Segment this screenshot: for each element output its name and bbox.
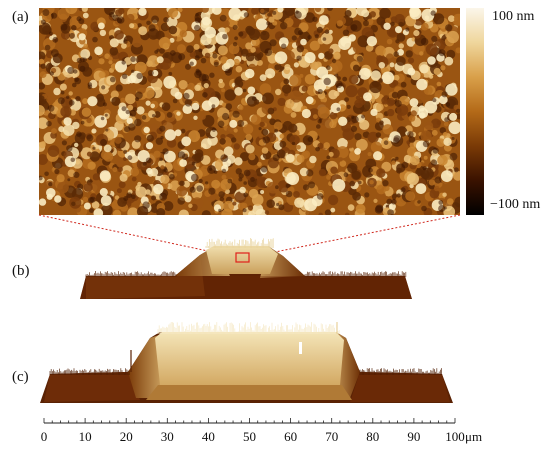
zoom-region-marker: [235, 252, 250, 263]
colorbar-min-label: −100 nm: [490, 197, 541, 212]
panel-label-a: (a): [12, 9, 29, 25]
x-tick-label: 60: [284, 429, 297, 444]
zoom-connector-lines: [38, 214, 461, 258]
x-axis-unit: μm: [465, 429, 482, 444]
profile-b: [80, 238, 412, 299]
x-tick-label: 70: [325, 429, 338, 444]
profile-c: [40, 322, 453, 403]
x-tick-label: 10: [79, 429, 92, 444]
x-axis: 0 10 20 30 40 50 60 70 80 90 100 μm: [41, 418, 482, 444]
colorbar: [466, 8, 484, 215]
colorbar-max-label: 100 nm: [492, 9, 535, 24]
x-tick-label: 40: [202, 429, 215, 444]
afm-topography-image: [39, 8, 460, 215]
panel-label-c: (c): [12, 369, 29, 385]
x-tick-label: 100: [445, 429, 465, 444]
x-tick-label: 20: [120, 429, 133, 444]
x-tick-label: 0: [41, 429, 48, 444]
x-tick-label: 30: [161, 429, 174, 444]
panel-label-b: (b): [12, 263, 30, 279]
x-tick-label: 80: [366, 429, 379, 444]
x-tick-label: 50: [243, 429, 256, 444]
x-tick-label: 90: [407, 429, 420, 444]
